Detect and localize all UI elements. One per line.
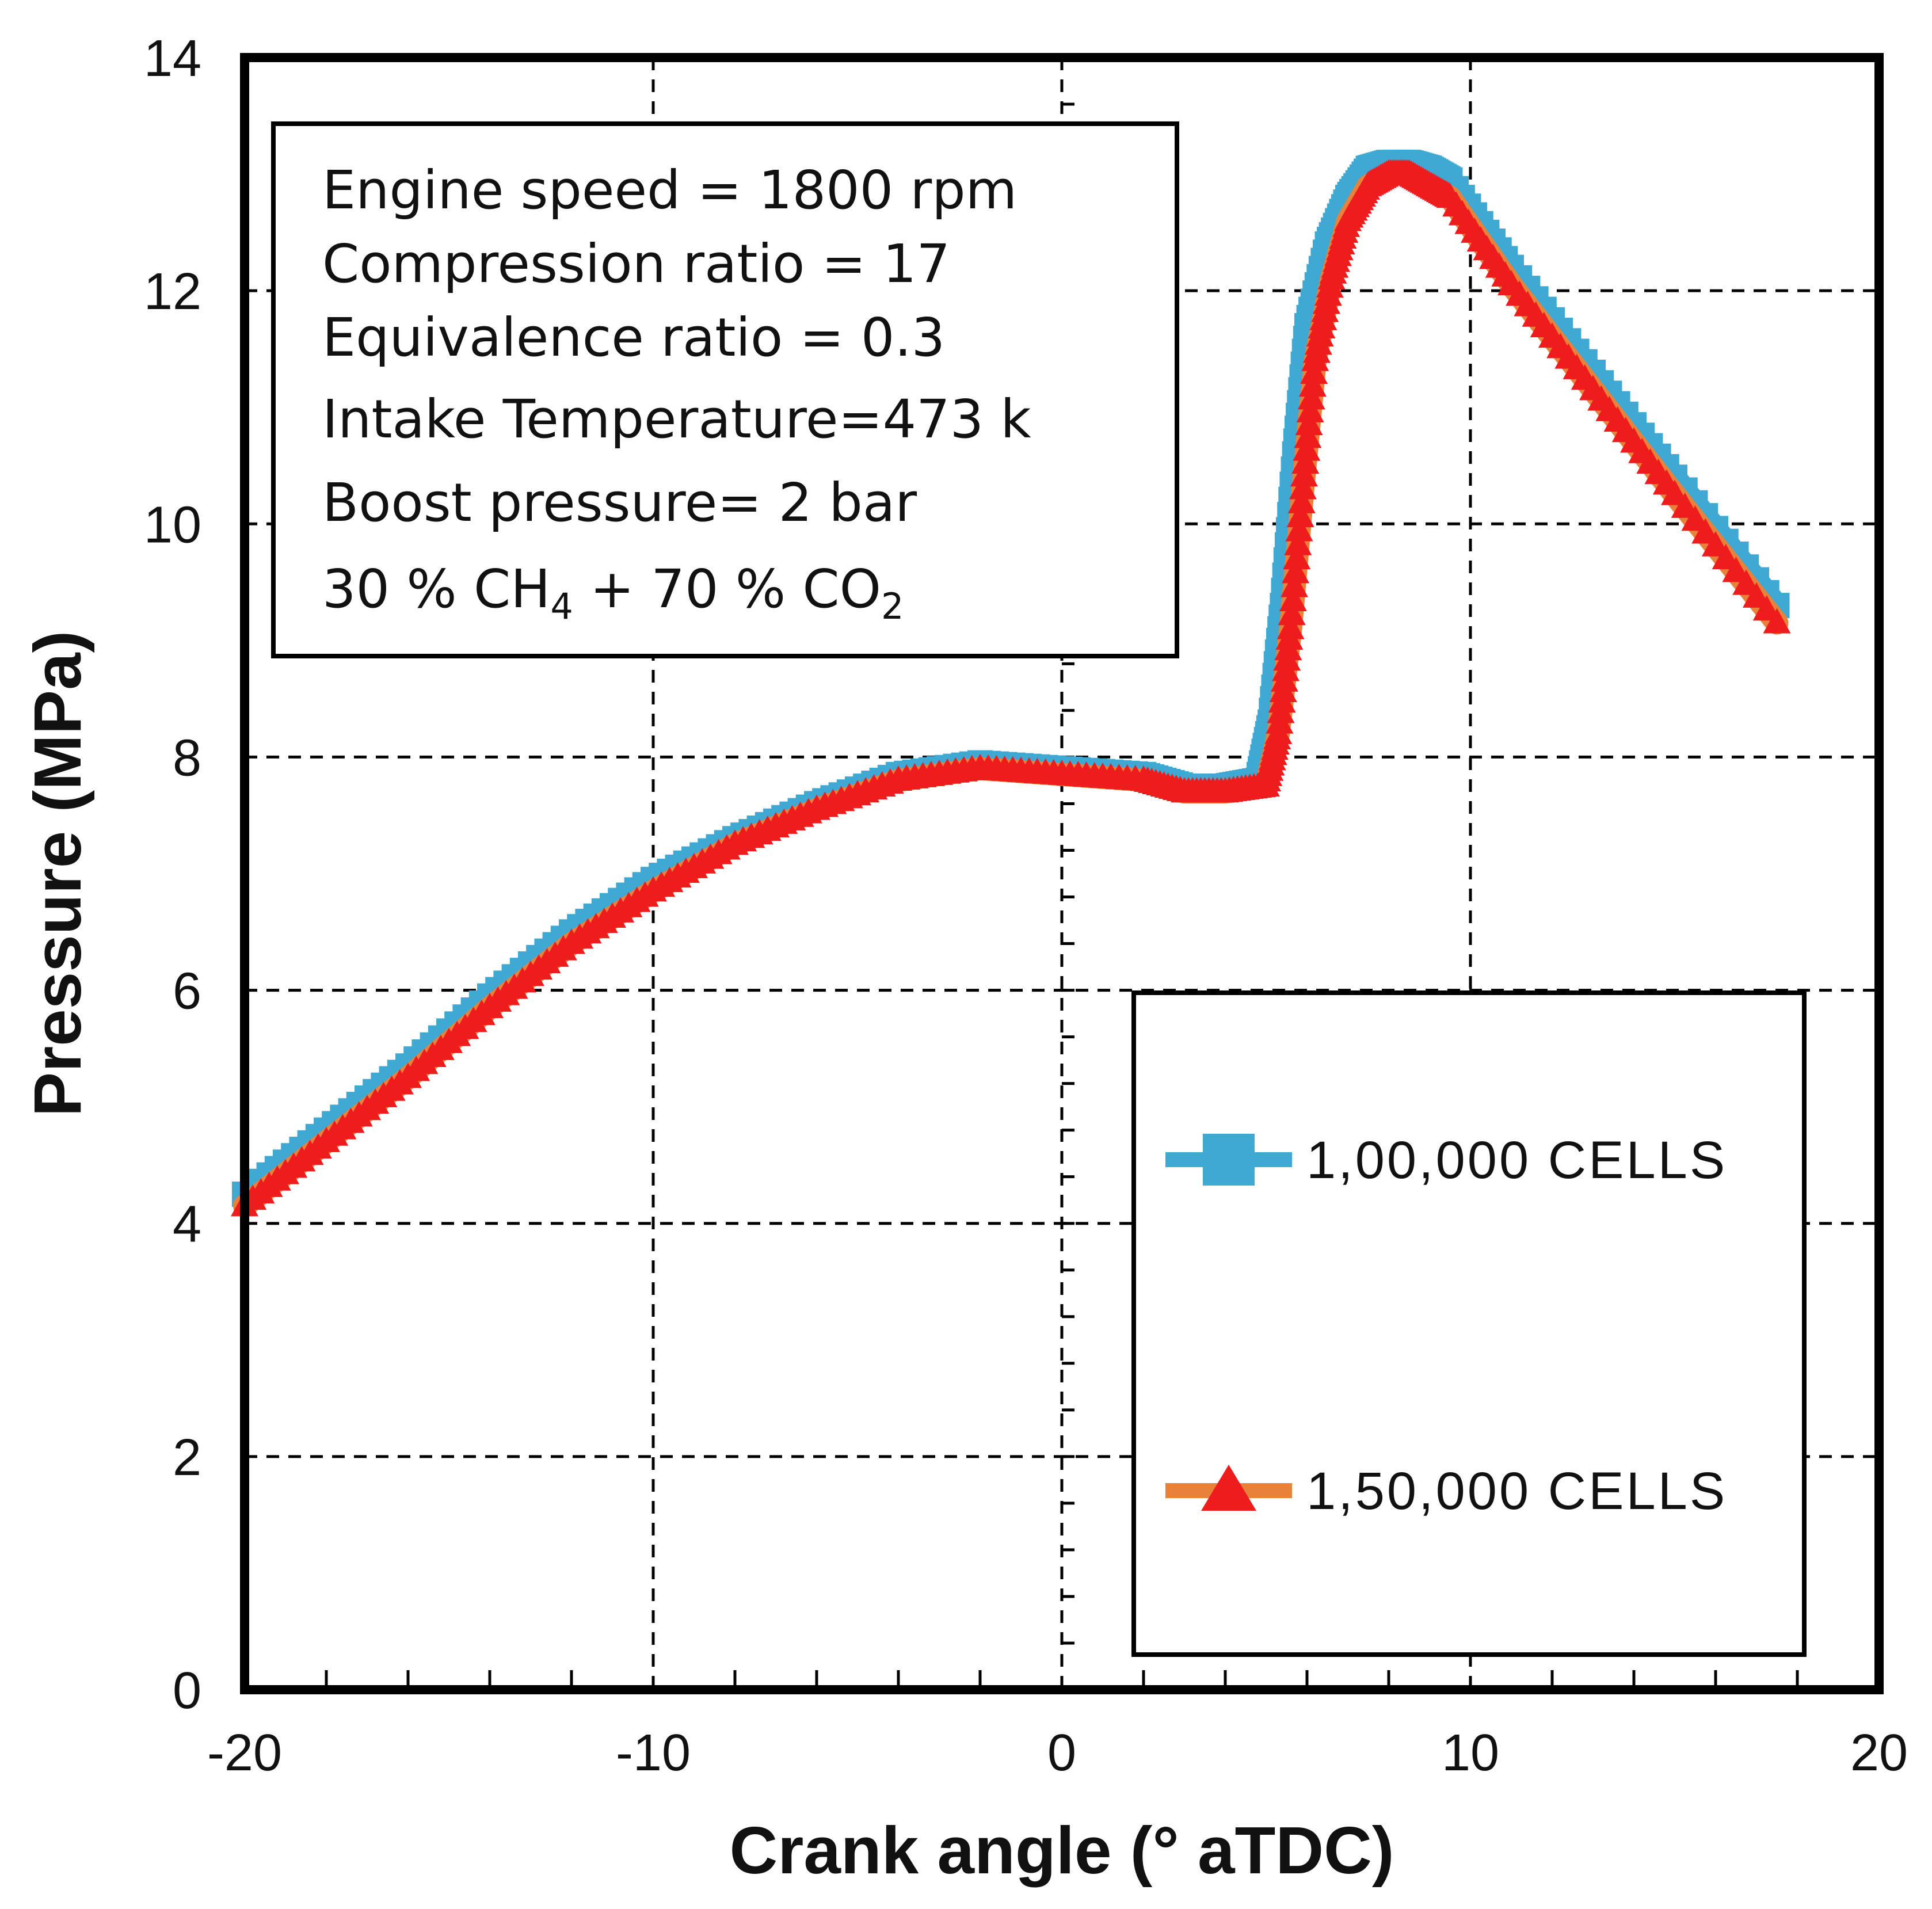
data-point-triangle	[1286, 502, 1314, 528]
annotation-line: Boost pressure= 2 bar	[322, 472, 917, 534]
x-tick-label: -20	[207, 1724, 282, 1782]
y-tick-label: 12	[144, 263, 201, 321]
data-point-triangle	[1295, 410, 1323, 436]
data-point-triangle	[1297, 384, 1325, 410]
annotation-box: Engine speed = 1800 rpm Compression rati…	[271, 121, 1179, 658]
legend: 1,00,000 CELLS 1,50,000 CELLS	[1131, 990, 1807, 1657]
plot-frame	[240, 53, 1884, 1694]
legend-marker-triangle	[1201, 1465, 1256, 1511]
y-tick-label: 2	[173, 1429, 201, 1487]
data-point-triangle	[1296, 397, 1324, 422]
data-point-triangle	[1763, 608, 1791, 634]
data-point-triangle	[1285, 516, 1313, 542]
y-axis-title: Pressure (MPa)	[20, 631, 95, 1117]
y-tick-labels: 0 2 4 6 8 10 12 14	[144, 30, 201, 1720]
data-point-triangle	[1276, 614, 1305, 639]
y-tick-label: 0	[173, 1662, 201, 1720]
legend-label-series-1: 1,00,000 CELLS	[1306, 1131, 1727, 1190]
data-point-triangle	[1283, 544, 1311, 570]
series-layer	[231, 150, 1791, 1218]
data-point-triangle	[1290, 461, 1319, 487]
legend-entry-series-1: 1,00,000 CELLS	[1165, 1131, 1727, 1190]
legend-marker-square	[1203, 1134, 1255, 1186]
x-tick-labels: -20 -10 0 10 20	[207, 1724, 1908, 1782]
annotation-line: Engine speed = 1800 rpm	[322, 159, 1017, 221]
y-tick-label: 6	[173, 963, 201, 1020]
data-point-triangle	[1293, 435, 1321, 461]
data-point-triangle	[1280, 571, 1308, 597]
annotation-line: Equivalence ratio = 0.3	[322, 307, 945, 368]
data-point-triangle	[1300, 358, 1328, 384]
y-tick-label: 14	[144, 30, 201, 87]
series-2	[231, 159, 1791, 1218]
data-point-triangle	[1278, 600, 1306, 626]
legend-entry-series-2: 1,50,000 CELLS	[1165, 1462, 1727, 1521]
data-point-triangle	[1289, 474, 1317, 500]
x-tick-label: 0	[1047, 1724, 1076, 1782]
x-tick-label: 10	[1442, 1724, 1499, 1782]
annotation-line: Intake Temperature=473 k	[322, 388, 1031, 450]
data-point-triangle	[1291, 448, 1320, 474]
data-point-triangle	[1294, 422, 1322, 448]
annotation-line: Compression ratio = 17	[322, 233, 950, 295]
data-point-triangle	[1279, 585, 1307, 611]
x-tick-label: -10	[616, 1724, 691, 1782]
y-tick-label: 8	[173, 729, 201, 787]
data-point-triangle	[1284, 529, 1312, 555]
x-axis-title: Crank angle (° aTDC)	[729, 1813, 1394, 1888]
data-point-triangle	[1282, 558, 1310, 584]
annotation-composition: 30 % CH4 + 70 % CO2	[322, 558, 904, 627]
legend-frame	[1131, 990, 1807, 1657]
data-point-triangle	[1298, 371, 1327, 397]
data-point-triangle	[1287, 487, 1316, 513]
y-tick-label: 4	[173, 1196, 201, 1253]
y-tick-label: 10	[144, 496, 201, 554]
annotation-frame	[271, 121, 1179, 658]
x-tick-label: 20	[1850, 1724, 1908, 1782]
legend-label-series-2: 1,50,000 CELLS	[1306, 1462, 1727, 1521]
